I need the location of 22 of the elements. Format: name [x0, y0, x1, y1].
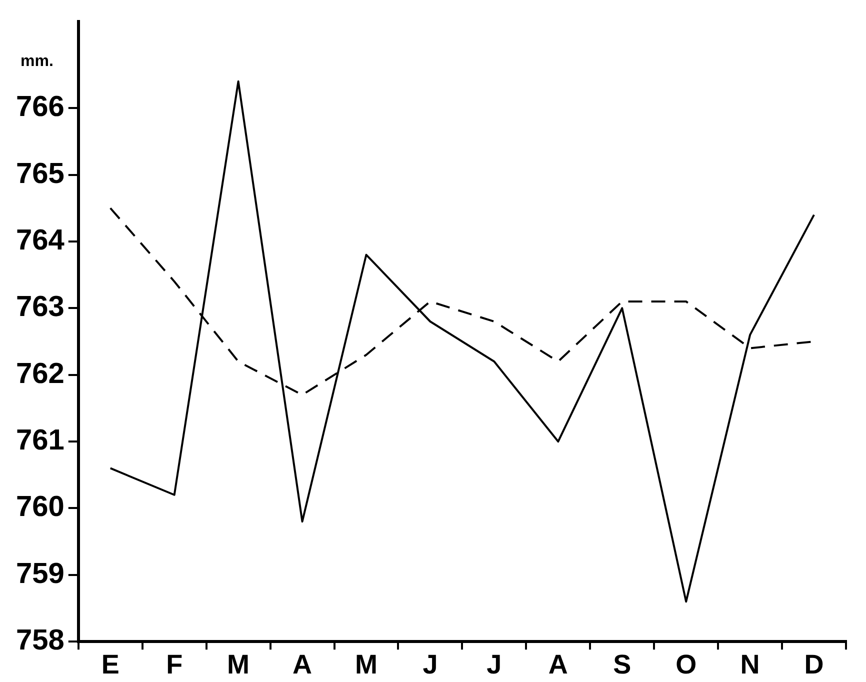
y-tick-label: 758	[16, 624, 64, 657]
x-tick-label: M	[354, 649, 378, 680]
y-tick-label: 763	[16, 291, 64, 324]
x-tick-label: J	[422, 649, 438, 680]
x-tick-label: M	[227, 649, 250, 680]
x-tick-label: A	[548, 649, 568, 680]
y-tick-label: 765	[16, 158, 64, 190]
x-tick-label: N	[740, 649, 760, 680]
x-tick-label: S	[613, 649, 632, 680]
x-tick-label: J	[486, 649, 502, 680]
y-tick-label: 761	[16, 424, 64, 457]
x-tick-label: A	[292, 649, 312, 680]
x-tick-label: O	[676, 649, 697, 680]
y-tick-label: 764	[16, 224, 64, 256]
y-tick-label: 762	[16, 358, 64, 390]
y-tick-label: 760	[16, 491, 64, 524]
y-tick-label: 759	[16, 558, 64, 590]
x-tick-label: D	[804, 649, 824, 680]
y-tick-label: 766	[16, 91, 64, 124]
x-tick-label: E	[101, 649, 120, 680]
x-tick-label: F	[166, 649, 183, 680]
y-axis-title: mm.	[20, 52, 54, 70]
